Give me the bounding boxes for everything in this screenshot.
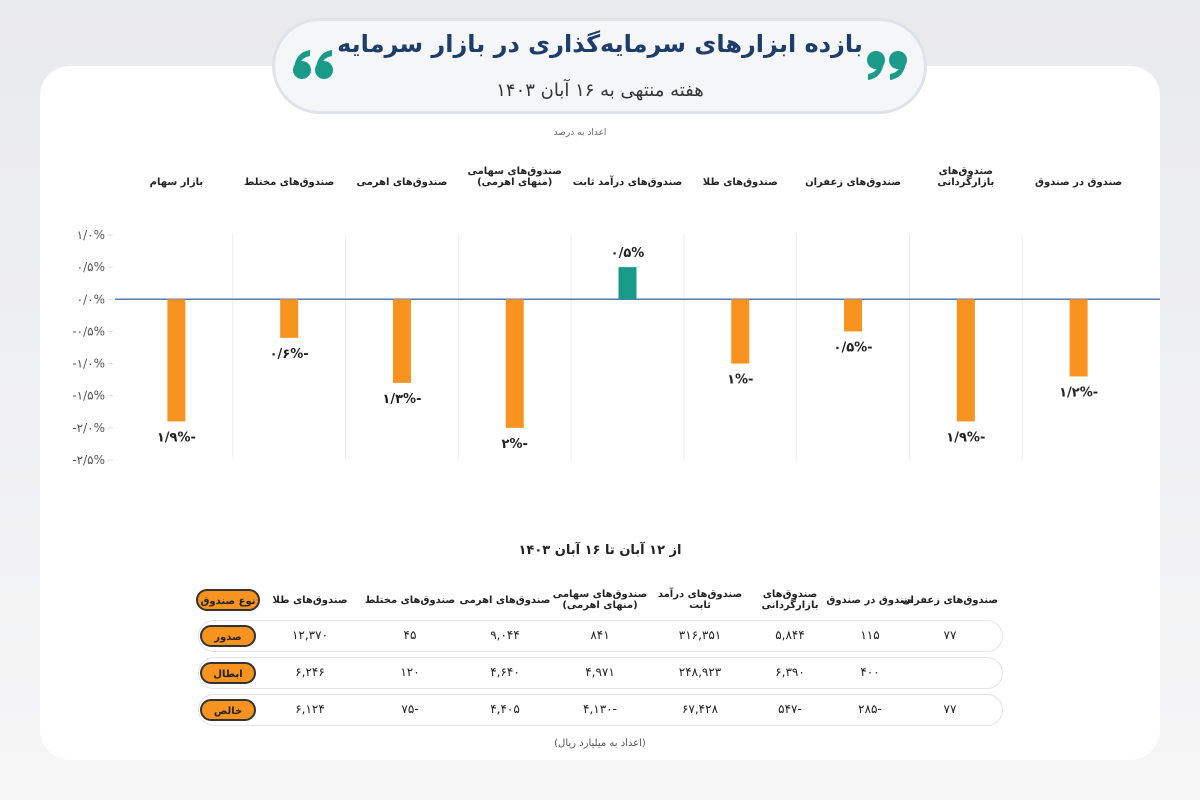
value-label: -۰/۶% <box>270 347 309 362</box>
table-cell: -۷۵ <box>401 702 419 716</box>
table-cell: ۱۲,۳۷۰ <box>291 628 329 642</box>
unit-note: اعداد به درصد <box>553 128 607 138</box>
table-cell: ۴,۹۷۱ <box>585 665 615 679</box>
value-label: -۱/۲% <box>1059 385 1098 400</box>
bar <box>505 299 524 428</box>
y-tick-label: -۱/۰% <box>72 357 105 371</box>
table-row-bg <box>198 657 1003 689</box>
table-cell: ۶,۳۹۰ <box>775 665 805 679</box>
table-header: صندوق‌های زعفران <box>902 594 998 606</box>
bar <box>167 299 186 422</box>
value-label: -۰/۵% <box>834 340 873 355</box>
row-label-pill: ابطال <box>200 662 256 684</box>
table-cell: ۷۷ <box>943 628 957 642</box>
x-tick-label: صندوق‌های طلا <box>702 177 778 188</box>
table-cell: ۴۵ <box>403 628 417 642</box>
table-header: صندوق‌های بازارگردانی <box>761 589 819 611</box>
table-cell: ۱۱۵ <box>860 628 880 642</box>
table-header: صندوق در صندوق <box>826 594 914 606</box>
header-pill <box>272 18 927 114</box>
y-tick-label: ۰/۰% <box>77 292 105 306</box>
table-cell: ۶,۱۲۴ <box>295 702 325 716</box>
table-row-bg <box>198 620 1003 652</box>
value-label: -۱% <box>727 373 753 388</box>
bar <box>844 299 863 332</box>
y-tick-label: -۰/۵% <box>72 324 105 338</box>
y-tick-label: ۱/۰% <box>77 228 105 242</box>
table-cell: ۸۴۱ <box>590 628 610 642</box>
x-tick-label: بازار سهام <box>149 177 204 188</box>
table-header: صندوق‌های درآمد ثابت <box>657 589 743 611</box>
x-tick-label: صندوق‌های درآمد ثابت <box>572 177 683 188</box>
x-tick-label: صندوق‌های سهامی (منهای اهرمی) <box>467 166 562 188</box>
table-title: از ۱۲ آبان تا ۱۶ آبان ۱۴۰۳ <box>518 543 682 558</box>
y-tick-label: ۰/۵% <box>77 260 105 274</box>
x-tick-label: صندوق در صندوق <box>1035 177 1123 188</box>
table-cell: ۷۷ <box>943 702 957 716</box>
table-header-pill: نوع صندوق <box>196 589 260 611</box>
table-header: صندوق‌های سهامی (منهای اهرمی) <box>552 589 648 611</box>
chart-title: بازده ابزارهای سرمایه‌گذاری در بازار سرم… <box>337 30 863 58</box>
row-label-pill: صدور <box>200 625 256 647</box>
bar <box>1069 299 1088 377</box>
value-label: -۱/۹% <box>157 430 196 445</box>
table-note: (اعداد به میلیارد ریال) <box>554 738 646 749</box>
y-tick-label: -۱/۵% <box>72 389 105 403</box>
table-cell: ۴۰۰ <box>860 665 880 679</box>
value-label: -۱/۹% <box>946 430 985 445</box>
table-header: صندوق‌های مختلط <box>364 594 456 606</box>
bar <box>731 299 750 364</box>
y-tick-label: -۲/۰% <box>72 421 105 435</box>
table-cell: ۱۲۰ <box>400 665 420 679</box>
y-tick-label: -۲/۵% <box>72 453 105 467</box>
table-cell: -۲۸۵ <box>858 702 882 716</box>
row-label-pill: خالص <box>200 699 256 721</box>
x-tick-label: صندوق‌های اهرمی <box>356 177 448 188</box>
table-header: صندوق‌های اهرمی <box>459 594 551 606</box>
table-cell: -۴,۱۳۰ <box>583 702 617 716</box>
table-cell: ۵,۸۴۴ <box>775 628 805 642</box>
table-header: صندوق‌های طلا <box>272 594 348 606</box>
table-row-bg <box>198 694 1003 726</box>
table-cell: ۳۱۶,۳۵۱ <box>678 628 722 642</box>
quote-icon <box>293 50 907 80</box>
table-cell: ۴,۶۴۰ <box>490 665 520 679</box>
bar <box>280 299 299 338</box>
value-label: ۰/۵% <box>611 246 645 261</box>
table-cell: ۲۴۸,۹۲۳ <box>678 665 722 679</box>
x-tick-label: صندوق‌های بازارگردانی <box>937 166 995 188</box>
x-tick-label: صندوق‌های مختلط <box>244 177 335 188</box>
table-cell: ۶۷,۴۲۸ <box>681 702 719 716</box>
value-label: -۱/۳% <box>382 392 421 407</box>
table-cell: ۹,۰۴۴ <box>490 628 520 642</box>
table-cell: ۶,۲۴۶ <box>295 665 325 679</box>
value-label: -۲% <box>502 437 528 452</box>
chart-subtitle: هفته منتهی به ۱۶ آبان ۱۴۰۳ <box>496 80 704 101</box>
bar <box>618 267 637 300</box>
bar <box>956 299 975 422</box>
table-cell: ۴,۴۰۵ <box>490 702 520 716</box>
x-tick-label: صندوق‌های زعفران <box>805 177 902 188</box>
bar <box>392 299 411 383</box>
table-cell: -۵۴۷ <box>778 702 802 716</box>
